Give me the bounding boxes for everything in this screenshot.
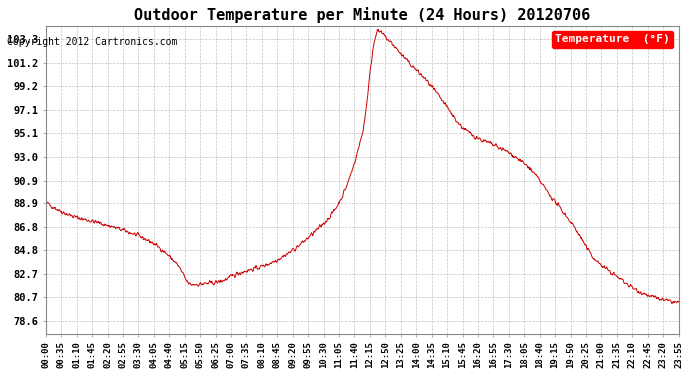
Text: Copyright 2012 Cartronics.com: Copyright 2012 Cartronics.com <box>7 37 177 47</box>
Legend: Temperature  (°F): Temperature (°F) <box>551 31 673 48</box>
Title: Outdoor Temperature per Minute (24 Hours) 20120706: Outdoor Temperature per Minute (24 Hours… <box>134 7 591 23</box>
